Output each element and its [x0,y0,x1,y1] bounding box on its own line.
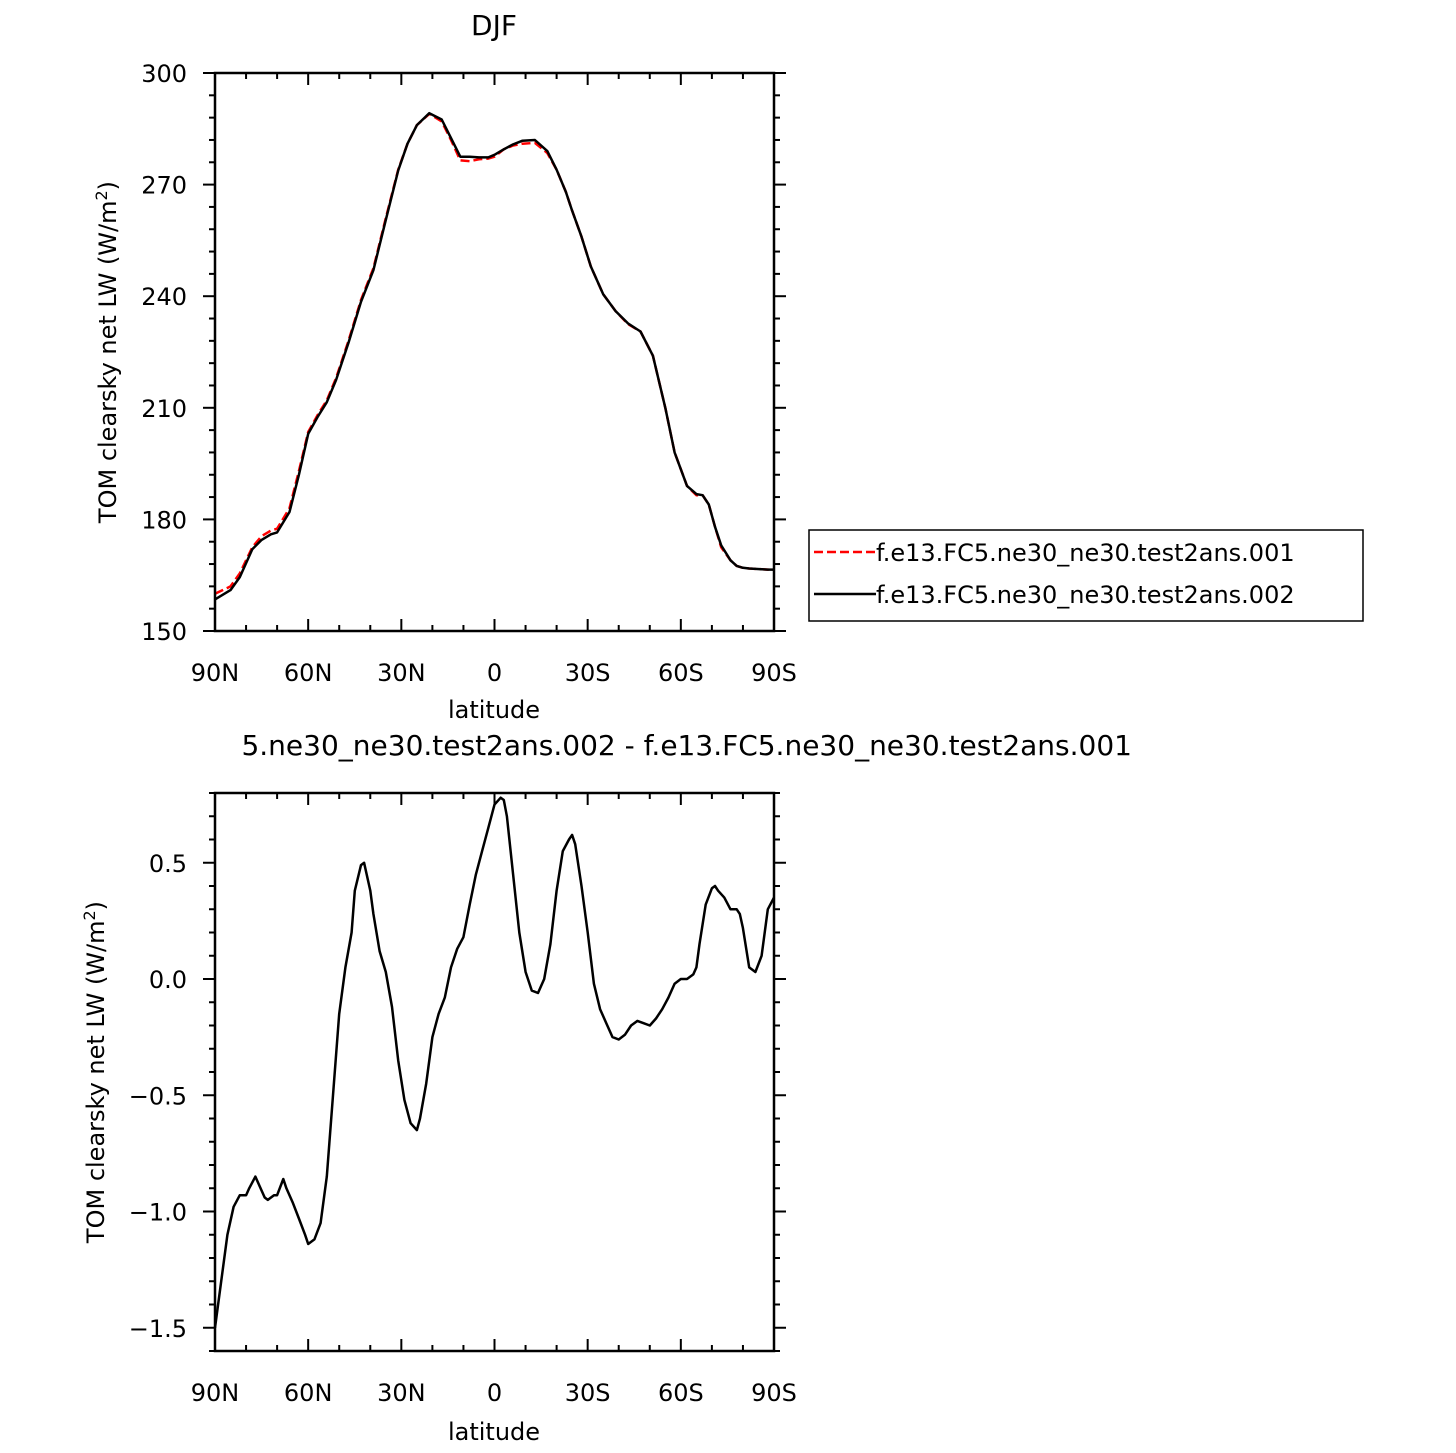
legend-frame [808,529,1364,622]
top-y-tick-label: 270 [141,172,187,200]
top-x-axis-title: latitude [448,696,540,724]
bottom-y-tick-label: −1.5 [129,1315,187,1343]
bottom-y-tick-label: −0.5 [129,1082,187,1110]
top-series-group [214,111,774,601]
bottom-y-axis-title-close: ) [82,901,110,910]
bottom-ticks: 90N 60N 30N 0 30S 60S 90S −1.5 −1.0 −0.5 0.0 0.5 [129,792,797,1407]
bottom-plot-frame [213,791,776,1353]
top-x-tick-label: 30S [565,659,611,687]
top-x-tick-label: 90N [191,659,240,687]
top-x-tick-label: 60S [658,659,704,687]
bottom-plot-title: 5.ne30_ne30.test2ans.002 - f.e13.FC5.ne3… [241,729,1132,762]
bottom-series-line-1 [213,796,776,1328]
top-plot-title: DJF [471,9,517,42]
bottom-x-tick-label: 30S [565,1379,611,1407]
bottom-y-tick-label: 0.5 [149,850,187,878]
bottom-x-tick-label: 60S [658,1379,704,1407]
top-y-axis-title-main: TOM clearsky net LW (W/m [94,200,122,524]
top-y-axis-title-close: ) [94,181,122,190]
top-y-tick-label: 210 [141,395,187,423]
top-x-tick-label: 90S [751,659,797,687]
top-series-line-1 [214,112,774,595]
bottom-x-axis-title: latitude [448,1418,540,1446]
bottom-x-tick-label: 90S [751,1379,797,1407]
bottom-x-tick-label: 30N [377,1379,426,1407]
bottom-y-axis-title-main: TOM clearsky net LW (W/m [82,920,110,1244]
bottom-x-tick-label: 90N [191,1379,240,1407]
legend: f.e13.FC5.ne30_ne30.test2ans.001 f.e13.F… [808,529,1364,622]
top-series-line-2 [214,111,774,601]
top-y-tick-label: 300 [141,60,187,88]
top-y-tick-label: 180 [141,506,187,534]
bottom-series-group [213,796,776,1328]
legend-label-002: f.e13.FC5.ne30_ne30.test2ans.002 [876,581,1295,609]
bottom-x-tick-label: 0 [487,1379,502,1407]
bottom-plot: 5.ne30_ne30.test2ans.002 - f.e13.FC5.ne3… [80,729,1132,1446]
bottom-y-tick-label: 0.0 [149,966,187,994]
bottom-y-axis-title: TOM clearsky net LW (W/m2) [80,901,110,1244]
top-x-tick-label: 60N [284,659,333,687]
top-y-axis-title-sup: 2 [92,190,111,200]
legend-label-001: f.e13.FC5.ne30_ne30.test2ans.001 [876,539,1295,567]
bottom-y-axis-title-sup: 2 [80,910,99,920]
bottom-x-tick-label: 60N [284,1379,333,1407]
top-x-tick-label: 0 [487,659,502,687]
top-y-tick-label: 240 [141,283,187,311]
top-y-axis-title: TOM clearsky net LW (W/m2) [92,181,122,524]
top-y-tick-label: 150 [141,618,187,646]
top-x-tick-label: 30N [377,659,426,687]
top-ticks: 90N 60N 30N 0 30S 60S 90S 150 180 210 240 270 300 [141,60,797,687]
bottom-y-tick-label: −1.0 [129,1199,187,1227]
top-plot: DJF 90N 60N 30N 0 30S 60S 90S 150 180 210 240 270 30… [92,9,1364,724]
